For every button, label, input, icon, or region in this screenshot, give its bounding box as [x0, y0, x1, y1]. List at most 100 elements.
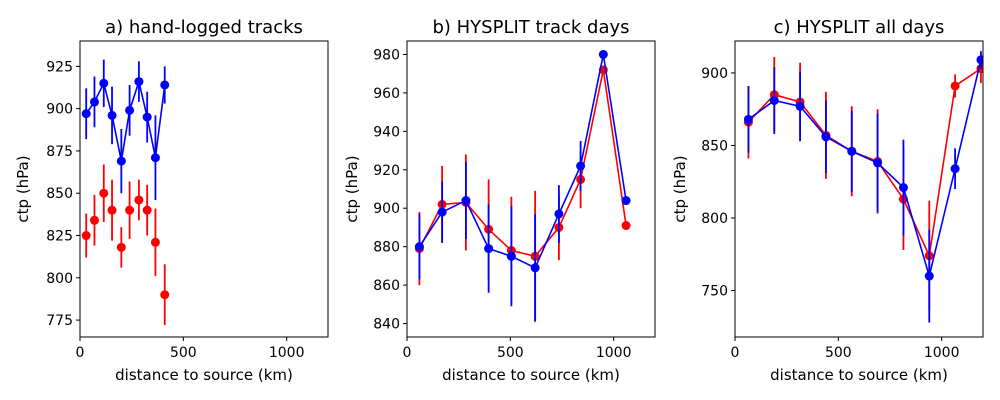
x-tick-label: 0: [403, 345, 412, 361]
y-tick-label: 850: [46, 186, 73, 202]
panel-3: c) HYSPLIT all days 0 500 1000 750 800 850 900 d…: [671, 17, 984, 384]
x-tick-label: 0: [76, 345, 85, 361]
y-tick-label: 940: [373, 124, 400, 140]
data-point: [530, 263, 540, 273]
series-line-blue: [418, 54, 627, 269]
x-tick-label: 1000: [924, 345, 960, 361]
series-red: [81, 164, 170, 326]
data-point: [125, 205, 135, 215]
data-point: [99, 78, 109, 88]
chart-title: c) HYSPLIT all days: [774, 17, 945, 38]
data-point: [116, 156, 126, 166]
data-point: [160, 290, 170, 300]
plot-frame: [406, 40, 656, 338]
y-tick-label: 850: [701, 138, 728, 154]
data-point: [89, 97, 99, 107]
y-tick-label: 900: [373, 201, 400, 217]
series-line-blue: [747, 59, 982, 280]
y-tick-label: 920: [373, 163, 400, 179]
y-tick-label: 925: [46, 59, 73, 75]
data-point: [598, 49, 608, 59]
data-point: [81, 109, 91, 119]
data-point: [924, 271, 934, 281]
data-point: [99, 188, 109, 198]
data-point: [950, 164, 960, 174]
panel-1: a) hand-logged tracks 0 500 1000 775 800 825 85…: [14, 17, 329, 384]
series-blue: [743, 51, 983, 323]
data-point: [125, 105, 135, 115]
data-point: [160, 80, 170, 90]
data-point: [621, 221, 631, 231]
series-blue: [81, 59, 170, 200]
y-tick-label: 900: [46, 102, 73, 118]
y-tick-label: 800: [701, 211, 728, 227]
y-axis-label: ctp (hPa): [14, 155, 32, 222]
x-axis-label: distance to source (km): [770, 366, 948, 384]
data-point: [484, 244, 494, 254]
y-tick-label: 860: [373, 278, 400, 294]
data-point: [898, 183, 908, 193]
data-point: [976, 55, 983, 65]
data-point: [847, 146, 857, 156]
series-blue: [414, 49, 631, 322]
data-point: [769, 95, 779, 105]
series-red: [743, 54, 983, 311]
data-point: [142, 205, 152, 215]
chart-title: a) hand-logged tracks: [105, 17, 303, 38]
plot-data: [743, 51, 983, 323]
y-tick-label: 775: [46, 313, 73, 329]
plot-data: [414, 49, 631, 322]
plot-frame: [734, 40, 984, 338]
data-point: [116, 242, 126, 252]
data-point: [873, 158, 883, 168]
x-tick-label: 1000: [269, 345, 305, 361]
y-tick-label: 825: [46, 229, 73, 245]
y-tick-label: 875: [46, 144, 73, 160]
y-tick-label: 880: [373, 240, 400, 256]
series-line-red: [747, 67, 982, 259]
x-axis-label: distance to source (km): [442, 366, 620, 384]
data-point: [437, 207, 447, 217]
data-point: [554, 209, 564, 219]
x-tick-label: 500: [497, 345, 524, 361]
y-axis-label: ctp (hPa): [671, 155, 689, 222]
y-tick-label: 840: [373, 317, 400, 333]
data-point: [134, 195, 144, 205]
data-point: [506, 251, 516, 261]
data-point: [621, 196, 631, 206]
data-point: [107, 110, 117, 120]
y-tick-label: 750: [701, 284, 728, 300]
series-red: [414, 65, 631, 322]
data-point: [795, 101, 805, 111]
x-tick-label: 500: [170, 345, 197, 361]
data-point: [89, 215, 99, 225]
chart-title: b) HYSPLIT track days: [432, 17, 629, 38]
y-tick-label: 800: [46, 271, 73, 287]
data-point: [150, 153, 160, 163]
series-line-red: [418, 69, 627, 258]
data-point: [950, 81, 960, 91]
y-axis-label: ctp (hPa): [343, 155, 361, 222]
data-point: [107, 205, 117, 215]
y-tick-label: 900: [701, 66, 728, 82]
data-point: [150, 237, 160, 247]
data-point: [743, 114, 753, 124]
data-point: [81, 231, 91, 241]
y-tick-label: 960: [373, 86, 400, 102]
plot-data: [81, 59, 170, 326]
panel-2: b) HYSPLIT track days 0 500 1000 840 860 880 90…: [343, 17, 656, 384]
data-point: [414, 242, 424, 252]
y-tick-label: 980: [373, 47, 400, 63]
x-tick-label: 0: [731, 345, 740, 361]
x-tick-label: 1000: [596, 345, 632, 361]
x-tick-label: 500: [825, 345, 852, 361]
data-point: [134, 77, 144, 87]
series-line-blue: [85, 78, 166, 162]
x-axis-label: distance to source (km): [115, 366, 293, 384]
data-point: [576, 161, 586, 171]
data-point: [142, 112, 152, 122]
data-point: [461, 196, 471, 206]
data-point: [821, 132, 831, 142]
plot-frame: [79, 40, 329, 338]
